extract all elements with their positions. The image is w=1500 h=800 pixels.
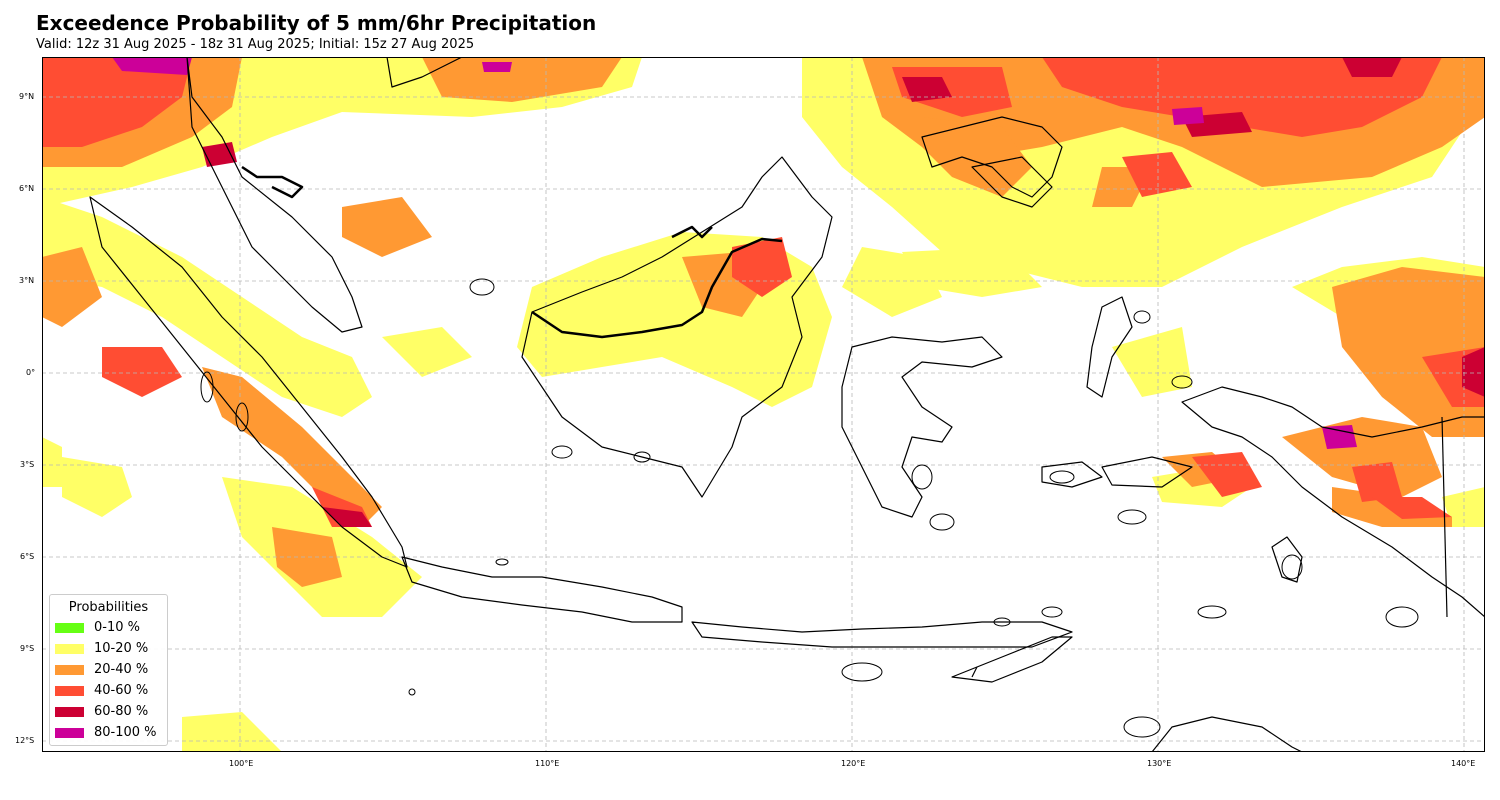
borneo-coast xyxy=(521,156,833,498)
map-panel xyxy=(42,57,1485,752)
precip-field-80-100 xyxy=(112,57,1357,449)
legend: Probabilities 0-10 % 10-20 % 20-40 % 40-… xyxy=(49,594,168,746)
halmahera-coast xyxy=(1086,296,1133,398)
map-title: Exceedence Probability of 5 mm/6hr Preci… xyxy=(36,11,597,35)
small-islands xyxy=(200,278,1419,738)
lat-tick-label: 3°N xyxy=(19,276,35,285)
legend-label: 20-40 % xyxy=(94,662,149,677)
timor-border xyxy=(971,666,978,678)
legend-swatch xyxy=(55,644,84,654)
java-coast xyxy=(401,556,683,623)
seram-coast xyxy=(1101,456,1193,488)
aru-coast xyxy=(1271,536,1303,583)
indochina-coast xyxy=(386,57,463,88)
map-frame xyxy=(42,57,1485,752)
maluku-coast xyxy=(1041,461,1103,488)
legend-label: 10-20 % xyxy=(94,641,149,656)
sumatra-coast xyxy=(89,196,408,568)
borneo-north-border xyxy=(671,225,713,239)
map-canvas xyxy=(42,57,1485,752)
legend-swatch xyxy=(55,665,84,675)
legend-swatch xyxy=(55,728,84,738)
lon-tick-label: 130°E xyxy=(1147,759,1172,768)
map-subtitle: Valid: 12z 31 Aug 2025 - 18z 31 Aug 2025… xyxy=(36,37,475,52)
australia-coast xyxy=(1151,716,1303,752)
lat-tick-label: 6°N xyxy=(19,184,35,193)
new-guinea-border xyxy=(1441,416,1448,618)
new-guinea-coast xyxy=(1181,386,1485,618)
legend-label: 80-100 % xyxy=(94,725,157,740)
mindanao-coast xyxy=(971,156,1053,208)
legend-swatch xyxy=(55,686,84,696)
map-gridlines xyxy=(42,57,1485,752)
legend-label: 40-60 % xyxy=(94,683,149,698)
lat-tick-label: 6°S xyxy=(20,552,35,561)
legend-label: 60-80 % xyxy=(94,704,149,719)
borneo-border xyxy=(531,237,783,339)
coastlines xyxy=(89,57,1485,752)
lat-tick-label: 0° xyxy=(26,368,36,377)
timor-coast xyxy=(951,636,1073,683)
legend-swatch xyxy=(55,623,84,633)
legend-swatch xyxy=(55,707,84,717)
legend-label: 0-10 % xyxy=(94,620,140,635)
lat-tick-label: 12°S xyxy=(15,736,35,745)
philippines-coast xyxy=(921,116,1063,198)
bali-nusa-coast xyxy=(691,621,1073,648)
lon-tick-label: 110°E xyxy=(535,759,560,768)
lat-tick-label: 9°S xyxy=(20,644,35,653)
malay-peninsula-coast xyxy=(186,57,363,333)
lat-tick-label: 9°N xyxy=(19,92,35,101)
legend-title: Probabilities xyxy=(68,600,149,615)
lat-tick-label: 3°S xyxy=(20,460,35,469)
sulawesi-coast xyxy=(841,336,1003,518)
lon-tick-label: 120°E xyxy=(841,759,866,768)
lon-tick-label: 140°E xyxy=(1451,759,1476,768)
malaysia-border xyxy=(241,165,304,199)
lon-tick-label: 100°E xyxy=(229,759,254,768)
